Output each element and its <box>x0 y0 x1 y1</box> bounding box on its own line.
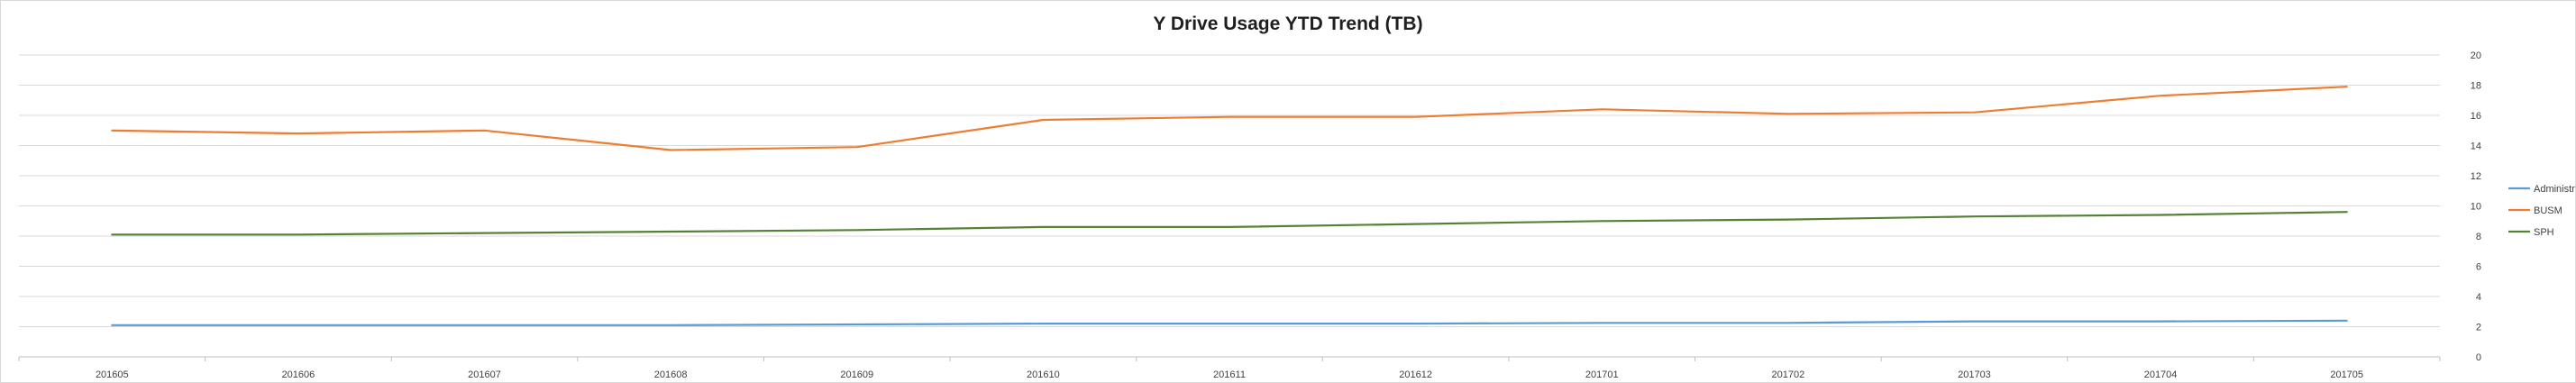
series-lines <box>111 86 2348 326</box>
x-tick-label: 201704 <box>2144 369 2178 380</box>
chart-title: Y Drive Usage YTD Trend (TB) <box>1153 14 1422 34</box>
gridlines <box>19 54 2440 358</box>
series-line-busm <box>111 86 2348 151</box>
x-tick-label: 201701 <box>1585 369 1619 380</box>
legend: Administration BUSM SPH <box>2508 184 2575 238</box>
x-tick-label: 201703 <box>1958 369 1991 380</box>
x-tick-label: 201612 <box>1399 369 1432 380</box>
y-tick-label: 16 <box>2471 111 2481 122</box>
y-tick-label: 18 <box>2471 81 2481 92</box>
y-tick-label: 12 <box>2471 171 2481 182</box>
y-tick-label: 6 <box>2476 262 2481 273</box>
series-line-sph <box>111 211 2348 236</box>
x-tick-label: 201702 <box>1771 369 1804 380</box>
y-tick-label: 2 <box>2476 323 2481 333</box>
legend-label: BUSM <box>2534 205 2562 216</box>
y-tick-label: 8 <box>2476 232 2481 242</box>
legend-label: SPH <box>2534 227 2554 238</box>
x-tick-label: 201609 <box>840 369 873 380</box>
x-tick-label: 201705 <box>2330 369 2363 380</box>
legend-label: Administration <box>2534 184 2575 195</box>
y-tick-label: 10 <box>2471 202 2481 213</box>
y-tick-label: 14 <box>2471 141 2481 152</box>
y-tick-label: 4 <box>2476 292 2481 303</box>
y-tick-label: 0 <box>2476 352 2481 363</box>
x-tick-label: 201610 <box>1027 369 1060 380</box>
x-tick-label: 201611 <box>1213 369 1246 380</box>
x-tick-label: 201605 <box>96 369 129 380</box>
x-tick-label: 201606 <box>282 369 315 380</box>
y-tick-label: 20 <box>2471 50 2481 61</box>
axes: 0 2 4 6 8 10 12 14 16 18 20 201605 201606 201607 20160… <box>18 50 2481 380</box>
series-line-administration <box>111 319 2348 326</box>
x-tick-label: 201608 <box>654 369 688 380</box>
x-tick-label: 201607 <box>468 369 501 380</box>
